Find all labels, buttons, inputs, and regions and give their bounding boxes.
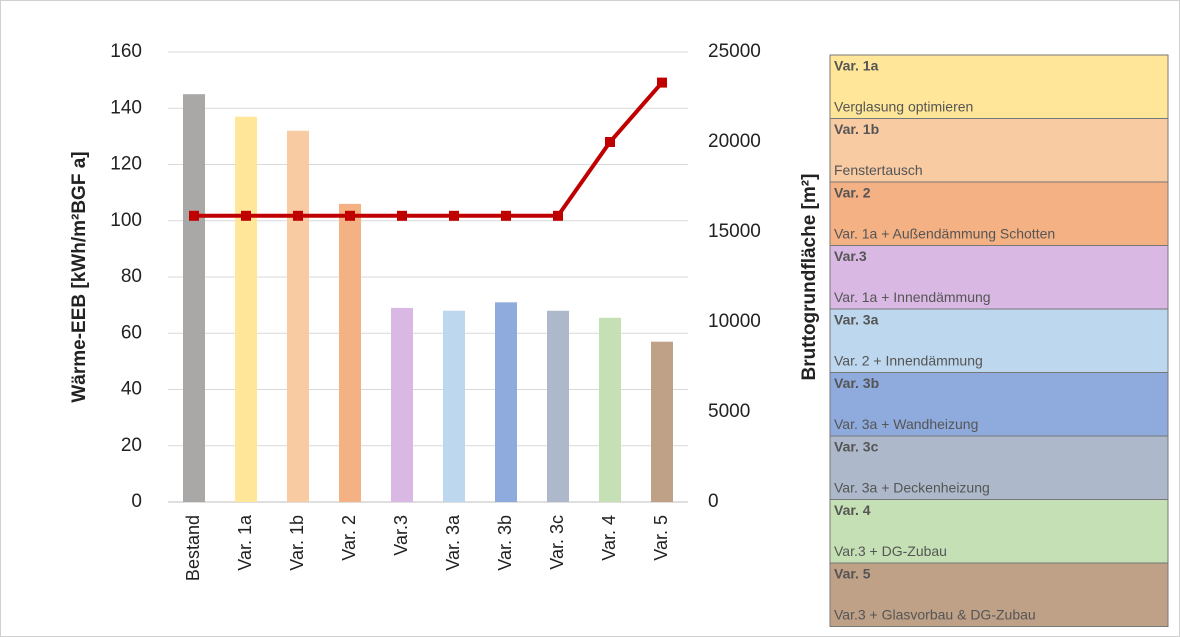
legend-title: Var. 4 — [834, 502, 871, 518]
x-tick-label: Var. 1a — [235, 514, 255, 571]
legend-row — [829, 54, 1169, 119]
y2-tick-label: 20000 — [708, 131, 761, 152]
legend-row — [829, 308, 1169, 373]
line-marker — [553, 210, 563, 221]
legend-title: Var.3 — [834, 248, 867, 264]
bar — [391, 307, 413, 502]
bar — [547, 310, 569, 502]
x-tick-label: Bestand — [183, 515, 203, 581]
legend-title: Var. 3a — [834, 312, 879, 328]
legend-row — [829, 562, 1169, 627]
y-tick-label: 140 — [110, 97, 142, 118]
bar — [287, 130, 309, 502]
legend-title: Var. 5 — [834, 566, 871, 582]
bar — [339, 203, 361, 502]
line-marker — [189, 210, 199, 221]
line-marker — [449, 210, 459, 221]
line-marker — [605, 137, 615, 147]
legend-title: Var. 1a — [834, 58, 879, 74]
legend-description: Var. 2 + Innendämmung — [834, 353, 983, 369]
line-marker — [345, 210, 355, 221]
line-marker — [293, 210, 303, 221]
legend-description: Var. 1a + Innendämmung — [834, 289, 991, 305]
legend-description: Var.3 + Glasvorbau & DG-Zubau — [834, 607, 1036, 623]
y-axis-title: Wärme-EEB [kWh/m²BGF a] — [69, 151, 90, 402]
x-tick-label: Var. 2 — [339, 515, 359, 561]
line-marker — [657, 77, 667, 88]
y-tick-label: 80 — [121, 266, 142, 287]
y-tick-label: 100 — [110, 210, 142, 231]
legend-title: Var. 2 — [834, 185, 871, 201]
x-tick-label: Var. 3c — [547, 515, 567, 570]
legend-title: Var. 3b — [834, 375, 879, 391]
legend-description: Var. 3a + Deckenheizung — [834, 480, 990, 496]
y2-tick-label: 5000 — [708, 401, 750, 422]
legend-description: Fenstertausch — [834, 162, 923, 178]
y-tick-label: 20 — [121, 435, 142, 456]
legend-description: Var. 1a + Außendämmung Schotten — [834, 226, 1055, 242]
line — [194, 81, 664, 218]
y2-tick-label: 15000 — [708, 221, 761, 242]
y-tick-label: 0 — [131, 491, 142, 512]
line-marker — [397, 210, 407, 221]
x-tick-label: Var. 4 — [599, 515, 619, 561]
y2-tick-label: 10000 — [708, 311, 761, 332]
x-tick-label: Var. 1b — [287, 515, 307, 571]
line-marker — [241, 210, 251, 221]
legend-description: Var. 3a + Wandheizung — [834, 416, 978, 432]
x-tick-label: Var. 3b — [495, 515, 515, 571]
legend-description: Var.3 + DG-Zubau — [834, 543, 947, 559]
bar — [183, 94, 205, 502]
legend-row — [829, 181, 1169, 246]
legend-row — [829, 118, 1169, 183]
bar — [495, 302, 517, 502]
y-tick-label: 120 — [110, 154, 142, 175]
y2-tick-label: 25000 — [708, 41, 761, 62]
bar — [651, 341, 673, 502]
legend-title: Var. 3c — [834, 439, 879, 455]
legend-row — [829, 435, 1169, 500]
bar — [235, 116, 257, 502]
legend-title: Var. 1b — [834, 121, 879, 137]
y-tick-label: 40 — [121, 379, 142, 400]
x-tick-label: Var.3 — [391, 515, 411, 556]
x-tick-label: Var. 3a — [443, 514, 463, 571]
legend-description: Verglasung optimieren — [834, 99, 973, 115]
y2-axis-title: Bruttogrundfläche [m²] — [799, 174, 820, 381]
line-marker — [501, 210, 511, 221]
x-tick-label: Var. 5 — [651, 515, 671, 561]
legend-row — [829, 499, 1169, 564]
y2-tick-label: 0 — [708, 491, 719, 512]
bar — [599, 317, 621, 502]
y-tick-label: 60 — [121, 322, 142, 343]
bar — [443, 310, 465, 502]
legend-row — [829, 245, 1169, 310]
y-tick-label: 160 — [110, 41, 142, 62]
legend-row — [829, 372, 1169, 437]
